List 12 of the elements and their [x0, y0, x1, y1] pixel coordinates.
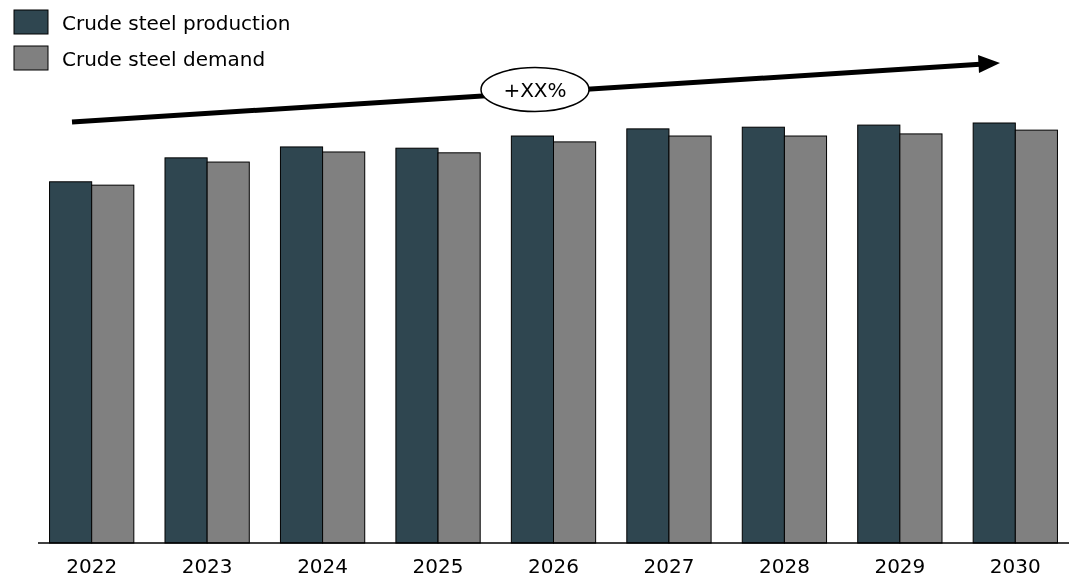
x-tick-label: 2023 [181, 554, 233, 578]
x-tick-label: 2022 [66, 554, 118, 578]
x-tick-label: 2026 [528, 554, 579, 578]
legend-label: Crude steel production [62, 11, 291, 35]
x-tick-label: 2029 [874, 554, 926, 578]
x-tick-label: 2024 [297, 554, 349, 578]
legend-label: Crude steel demand [62, 47, 266, 71]
text: +XX% [503, 77, 567, 102]
x-tick-label: 2025 [412, 554, 464, 578]
x-tick-label: 2028 [758, 554, 810, 578]
x-tick-label: 2030 [989, 554, 1041, 578]
x-tick-label: 2027 [643, 554, 695, 578]
